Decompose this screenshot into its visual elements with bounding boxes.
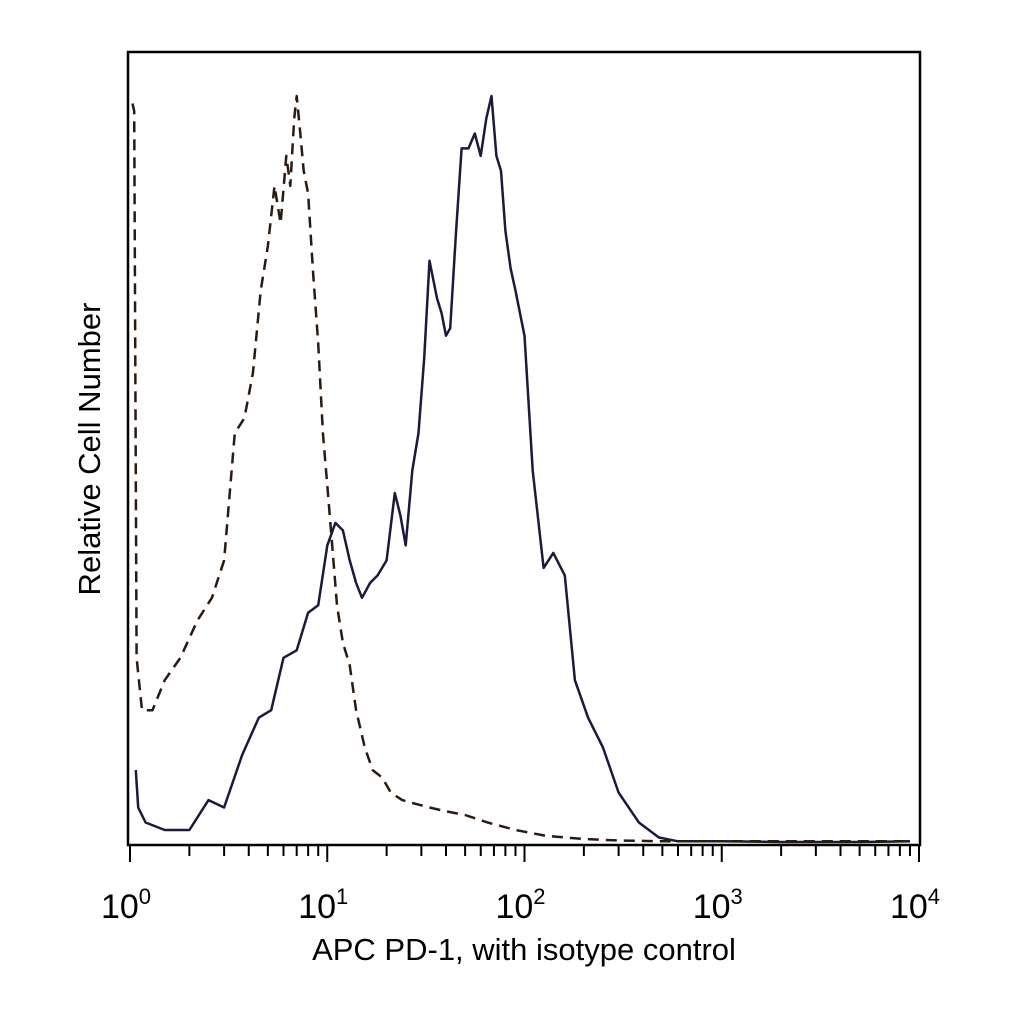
apc-pd1-line (134, 94, 911, 844)
x-tick-label-4: 104 (890, 884, 940, 926)
plot-frame (126, 50, 922, 847)
x-axis-ticks (129, 845, 920, 862)
x-tick-label-2: 102 (495, 884, 545, 926)
y-axis-title: Relative Cell Number (72, 303, 107, 596)
isotype-control-line (131, 94, 910, 843)
x-tick-label-3: 103 (693, 884, 743, 926)
x-tick-label-1: 101 (298, 884, 348, 926)
x-axis-title: APC PD-1, with isotype control (312, 932, 736, 967)
series-layer (131, 94, 911, 844)
x-tick-label-0: 100 (101, 884, 151, 926)
x-axis-tick-labels: 100 101 102 103 104 (101, 884, 940, 926)
